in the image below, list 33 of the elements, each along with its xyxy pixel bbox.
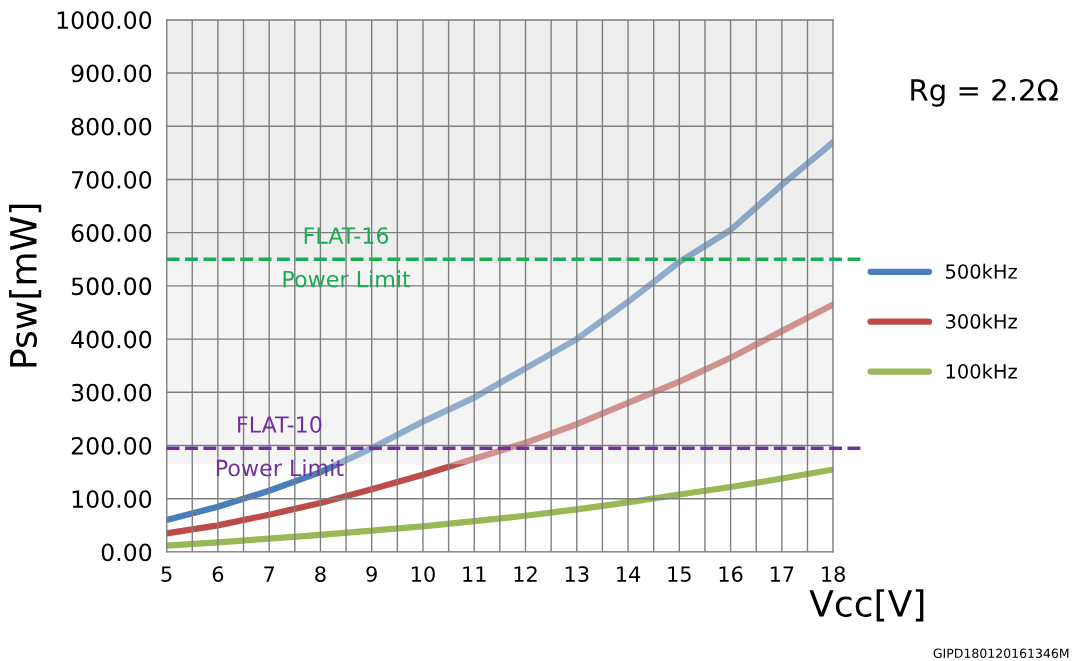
y-tick-label: 100.00	[72, 490, 152, 509]
y-tick-label: 600.00	[71, 224, 152, 242]
x-tick-label: 10	[412, 566, 435, 582]
x-tick-label: 17	[770, 566, 794, 582]
y-tick-label: 500.00	[71, 277, 152, 296]
y-tick-label: 800.00	[71, 117, 152, 136]
x-tick-label: 16	[719, 566, 743, 582]
x-tick-label: 13	[565, 566, 589, 582]
x-tick-label: 7	[264, 566, 275, 582]
x-tick-label: 11	[463, 566, 486, 582]
y-tick-label: 400.00	[71, 330, 152, 349]
x-tick-label: 9	[366, 566, 377, 582]
y-tick-label: 300.00	[71, 383, 152, 402]
legend-label: 100kHz	[946, 363, 1017, 379]
y-tick-label: 900.00	[71, 64, 152, 83]
text: GIPD180120161346M	[933, 648, 1069, 659]
text: Rg = 2.2Ω	[911, 78, 1058, 107]
x-tick-label: 18	[822, 566, 845, 582]
y-tick-label: 1000.00	[57, 11, 152, 30]
x-axis-title: Vcc[V]	[809, 589, 924, 622]
x-tick-label: 14	[617, 566, 641, 582]
x-tick-label: 15	[668, 566, 691, 582]
y-tick-label: 200.00	[71, 436, 152, 455]
x-tick-label: 8	[315, 566, 326, 582]
x-tick-label: 6	[212, 566, 224, 582]
x-tick-label: 12	[514, 566, 537, 582]
y-tick-label: 0.00	[101, 543, 152, 562]
ref-line-label: FLAT-16 Power Limit	[283, 227, 411, 288]
x-tick-label: 5	[161, 566, 172, 582]
y-tick-label: 700.00	[72, 170, 152, 189]
y-axis-title: Psw[mW]	[9, 204, 42, 367]
legend-label: 500kHz	[946, 263, 1017, 279]
legend-label: 300kHz	[945, 313, 1017, 329]
